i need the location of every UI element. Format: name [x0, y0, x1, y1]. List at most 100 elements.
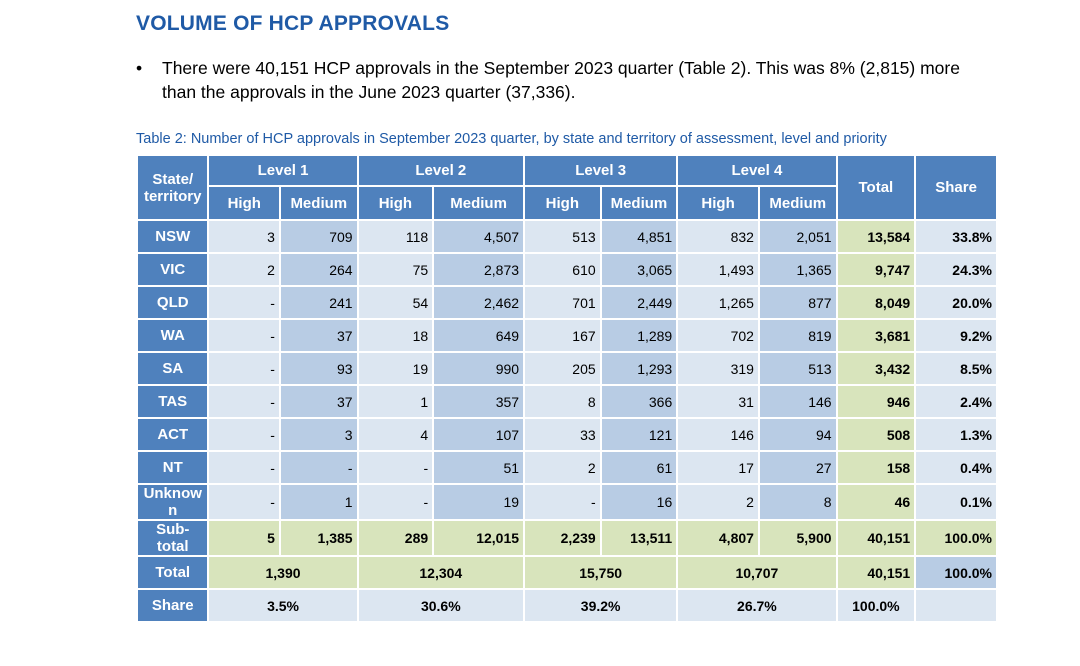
table-cell: 19 — [356, 351, 435, 386]
table-cell: 33 — [523, 417, 602, 452]
level-header: Level 4 — [676, 154, 838, 187]
table-cell: 37 — [278, 384, 359, 419]
share-total-cell: 100.0% — [835, 588, 917, 623]
share-label: Share — [135, 588, 210, 623]
state-label: SA — [135, 351, 210, 386]
table-cell: - — [207, 483, 281, 521]
table-cell: 1,293 — [599, 351, 679, 386]
table-cell: 61 — [599, 450, 679, 485]
table-cell: 1 — [278, 483, 359, 521]
level-total-cell: 15,750 — [523, 555, 679, 590]
state-label: QLD — [135, 285, 210, 320]
row-share-cell: 33.8% — [914, 219, 998, 254]
table-row: VIC 2 264 75 2,873 610 3,065 1,493 1,365 9,747 24.… — [135, 252, 998, 287]
row-share-cell: 24.3% — [914, 252, 998, 287]
table-cell: 3,065 — [599, 252, 679, 287]
subtotal-label: Sub- total — [135, 519, 210, 557]
row-total-cell: 946 — [835, 384, 917, 419]
table-cell: 319 — [676, 351, 760, 386]
row-share-cell: 0.1% — [914, 483, 998, 521]
state-column-header: State/ territory — [135, 154, 210, 221]
table-cell: 357 — [432, 384, 526, 419]
subtotal-cell: 2,239 — [523, 519, 602, 557]
subtotal-cell: 5,900 — [757, 519, 838, 557]
table-cell: 2 — [676, 483, 760, 521]
priority-header-row: High Medium High Medium High Medium High Medium — [137, 185, 997, 221]
table-row: Unknow n -1-19-16 2 8 46 0.1% — [135, 483, 998, 521]
table-cell: 2,873 — [432, 252, 526, 287]
priority-header: High — [523, 185, 602, 221]
subtotal-cell: 5 — [207, 519, 281, 557]
state-label: NT — [135, 450, 210, 485]
total-row: Total 1,390 12,304 15,750 10,707 40,151 100.0% — [135, 555, 998, 590]
table-cell: 4,851 — [599, 219, 679, 254]
table-cell: 990 — [432, 351, 526, 386]
table-cell: - — [207, 450, 281, 485]
bullet-icon: • — [136, 58, 143, 78]
level-total-cell: 10,707 — [676, 555, 838, 590]
row-share-cell: 8.5% — [914, 351, 998, 386]
level-header: Level 3 — [523, 154, 679, 187]
level-share-cell: 30.6% — [356, 588, 526, 623]
subtotal-share-cell: 100.0% — [914, 519, 998, 557]
table-cell: 819 — [757, 318, 838, 353]
table-cell: 2 — [207, 252, 281, 287]
level-header: Level 1 — [207, 154, 359, 187]
level-share-cell: 26.7% — [676, 588, 838, 623]
table-cell: 2 — [523, 450, 602, 485]
section-heading: VOLUME OF HCP APPROVALS — [136, 12, 450, 35]
table-cell: 146 — [757, 384, 838, 419]
priority-header: Medium — [599, 185, 679, 221]
table-row: ACT -3 4 107 33 121 146 94 508 1.3% — [135, 417, 998, 452]
state-label: NSW — [135, 219, 210, 254]
subtotal-cell: 13,511 — [599, 519, 679, 557]
table-caption: Table 2: Number of HCP approvals in Sept… — [136, 131, 887, 147]
table-cell: 877 — [757, 285, 838, 320]
table-cell: 37 — [278, 318, 359, 353]
table-cell: 1,265 — [676, 285, 760, 320]
priority-header: Medium — [432, 185, 526, 221]
level-header: Level 2 — [356, 154, 526, 187]
table-cell: 16 — [599, 483, 679, 521]
hcp-approvals-table: State/ territory Level 1 Level 2 Level 3… — [135, 154, 998, 623]
priority-header: Medium — [278, 185, 359, 221]
row-total-cell: 3,681 — [835, 318, 917, 353]
total-label: Total — [135, 555, 210, 590]
table-row: WA -37 18 649 167 1,289 702 819 3,681 9.2% — [135, 318, 998, 353]
grand-share-cell: 100.0% — [914, 555, 998, 590]
subtotal-row: Sub- total 5 1,385 289 12,015 2,239 13,511 4,80… — [135, 519, 998, 557]
share-row: Share 3.5% 30.6% 39.2% 26.7% 100.0% — [135, 588, 998, 623]
table-cell: 2,462 — [432, 285, 526, 320]
table-cell: 513 — [523, 219, 602, 254]
row-total-cell: 46 — [835, 483, 917, 521]
level-total-cell: 1,390 — [207, 555, 359, 590]
row-share-cell: 1.3% — [914, 417, 998, 452]
state-label: VIC — [135, 252, 210, 287]
table-cell: - — [523, 483, 602, 521]
table-cell: 94 — [757, 417, 838, 452]
row-total-cell: 158 — [835, 450, 917, 485]
table-cell: 2,051 — [757, 219, 838, 254]
table-cell: 2,449 — [599, 285, 679, 320]
table-cell: 264 — [278, 252, 359, 287]
table-cell: 1,365 — [757, 252, 838, 287]
table-cell: 3 — [207, 219, 281, 254]
table-cell: 146 — [676, 417, 760, 452]
table-cell: 832 — [676, 219, 760, 254]
row-total-cell: 3,432 — [835, 351, 917, 386]
table-cell: 17 — [676, 450, 760, 485]
priority-header: High — [207, 185, 281, 221]
table-row: NSW 3 709 118 4,507 513 4,851 832 2,051 13,584 33.… — [135, 219, 998, 254]
table-cell: 4 — [356, 417, 435, 452]
table-cell: 205 — [523, 351, 602, 386]
bullet-text: There were 40,151 HCP approvals in the S… — [162, 58, 960, 102]
table-cell: - — [207, 351, 281, 386]
table-cell: - — [278, 450, 359, 485]
table-cell: 4,507 — [432, 219, 526, 254]
row-total-cell: 9,747 — [835, 252, 917, 287]
table-cell: 167 — [523, 318, 602, 353]
table-cell: 121 — [599, 417, 679, 452]
table-cell: - — [207, 417, 281, 452]
table-cell: 18 — [356, 318, 435, 353]
state-label: Unknow n — [135, 483, 210, 521]
